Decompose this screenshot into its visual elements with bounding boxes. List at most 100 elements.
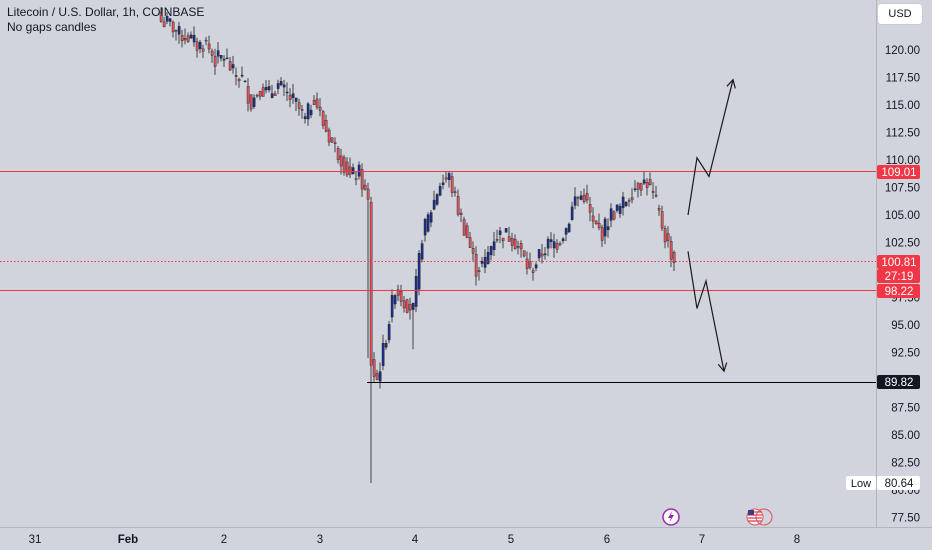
candle-down [540,253,544,257]
candle-down [228,61,232,71]
candle-up [240,74,244,77]
chart-subtitle: No gaps candles [7,20,97,34]
candle-up [351,167,355,175]
candle-up [222,58,226,61]
candle-up [282,84,286,88]
badge-bg-last-price [877,255,920,269]
badge-text-support: 98.22 [885,286,914,298]
candle-down [255,94,259,97]
candle-up [498,230,502,235]
candle-up [243,80,247,83]
candle-up [579,195,583,200]
candles-layer [159,7,676,483]
candle-up [357,164,361,177]
price-tick-14: 85.00 [891,430,920,442]
candle-up [603,218,607,237]
candle-up [291,93,295,98]
candle-up [420,243,424,260]
candle-up [198,41,202,50]
candle-down [588,204,592,213]
price-tick-13: 87.50 [891,403,920,415]
candle-down [444,177,448,180]
candle-down [183,38,187,41]
time-tick-8: 8 [794,534,800,546]
flash-bolt-icon [668,511,674,523]
low-value: 80.64 [885,478,914,490]
badge-bg-countdown [877,269,920,283]
price-tick-0: 120.00 [885,45,920,57]
badge-support: 98.22 [877,284,920,298]
candle-down [210,50,214,56]
candle-down [180,35,184,42]
candle-down [507,236,511,242]
time-tick-3: 3 [317,534,323,546]
candle-up [384,343,388,348]
candle-down [300,109,304,111]
candle-down [495,239,499,241]
candle-up [441,182,445,185]
time-axis[interactable]: 31 Feb 2 3 4 5 6 7 8 [29,534,801,546]
candle-down [345,161,349,176]
candle-down [468,237,472,248]
candle-down [510,238,514,246]
arrow-head-1 [717,362,728,373]
candle-down [636,182,640,190]
candle-down [654,194,658,197]
candle-up [285,91,289,94]
time-tick-2: 2 [221,534,227,546]
candle-up [567,223,571,233]
candle-down [213,56,217,67]
price-tick-3: 112.50 [886,128,920,140]
candle-down [333,142,337,144]
us-flag-event-icon-2 [755,508,773,526]
candle-up [264,87,268,91]
candle-down [342,157,346,173]
candle-down [339,155,343,167]
candle-up [309,109,313,116]
candle-down [660,211,664,229]
badge-bg-low-level [877,375,920,389]
candle-down [405,299,409,313]
badge-text-resistance: 109.01 [881,167,916,179]
candle-down [669,240,673,260]
candle-down [639,183,643,191]
candle-up [177,26,181,35]
candle-up [303,116,307,120]
candle-up [219,55,223,59]
candle-down [186,35,190,42]
candle-up [294,97,298,102]
candle-down [501,237,505,242]
candle-down [666,233,670,241]
candle-up [393,295,397,305]
candle-up [483,256,487,268]
candle-down [582,194,586,203]
low-label: Low [851,478,871,490]
candle-down [630,197,634,201]
candle-up [492,241,496,251]
candle-up [225,57,229,60]
candle-up [633,188,637,191]
candle-up [429,212,433,223]
candle-down [312,100,316,105]
candle-down [612,211,616,220]
candle-up [552,241,556,249]
candle-down [459,212,463,215]
badge-bg-resistance [877,165,920,179]
candle-up [165,15,169,22]
arrow-head-0 [726,78,736,89]
candle-down [465,225,469,239]
candle-down [162,21,166,27]
candle-up [435,194,439,205]
currency-button[interactable]: USD [877,3,923,25]
candle-down [366,188,370,200]
candle-down [477,270,481,272]
candle-down [336,148,340,160]
candle-down [354,178,358,180]
candle-down [597,223,601,228]
candle-up [378,371,382,382]
candle-down [261,87,265,97]
candle-up [537,249,541,259]
low-label-bg [846,476,876,490]
